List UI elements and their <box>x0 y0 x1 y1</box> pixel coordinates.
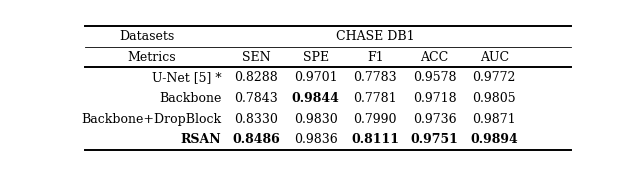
Text: 0.9772: 0.9772 <box>472 71 516 84</box>
Text: AUC: AUC <box>479 51 509 63</box>
Text: 0.7783: 0.7783 <box>353 71 397 84</box>
Text: Metrics: Metrics <box>127 51 176 63</box>
Text: ACC: ACC <box>420 51 449 63</box>
Text: 0.9701: 0.9701 <box>294 71 337 84</box>
Text: 0.9578: 0.9578 <box>413 71 456 84</box>
Text: SEN: SEN <box>242 51 270 63</box>
Text: 0.9805: 0.9805 <box>472 92 516 105</box>
Text: 0.9736: 0.9736 <box>413 112 456 125</box>
Text: 0.9836: 0.9836 <box>294 133 337 146</box>
Text: 0.8111: 0.8111 <box>351 133 399 146</box>
Text: 0.8288: 0.8288 <box>234 71 278 84</box>
Text: 0.8330: 0.8330 <box>234 112 278 125</box>
Text: F1: F1 <box>367 51 383 63</box>
Text: 0.9718: 0.9718 <box>413 92 456 105</box>
Text: Backbone: Backbone <box>159 92 221 105</box>
Text: Backbone+DropBlock: Backbone+DropBlock <box>81 112 221 125</box>
Text: 0.7843: 0.7843 <box>234 92 278 105</box>
Text: 0.7781: 0.7781 <box>353 92 397 105</box>
Text: Datasets: Datasets <box>119 30 175 43</box>
Text: 0.8486: 0.8486 <box>232 133 280 146</box>
Text: 0.9871: 0.9871 <box>472 112 516 125</box>
Text: CHASE DB1: CHASE DB1 <box>336 30 415 43</box>
Text: 0.9751: 0.9751 <box>411 133 459 146</box>
Text: 0.9830: 0.9830 <box>294 112 337 125</box>
Text: RSAN: RSAN <box>180 133 221 146</box>
Text: 0.9844: 0.9844 <box>292 92 340 105</box>
Text: U-Net [5] *: U-Net [5] * <box>152 71 221 84</box>
Text: 0.7990: 0.7990 <box>353 112 397 125</box>
Text: 0.9894: 0.9894 <box>470 133 518 146</box>
Text: SPE: SPE <box>303 51 329 63</box>
